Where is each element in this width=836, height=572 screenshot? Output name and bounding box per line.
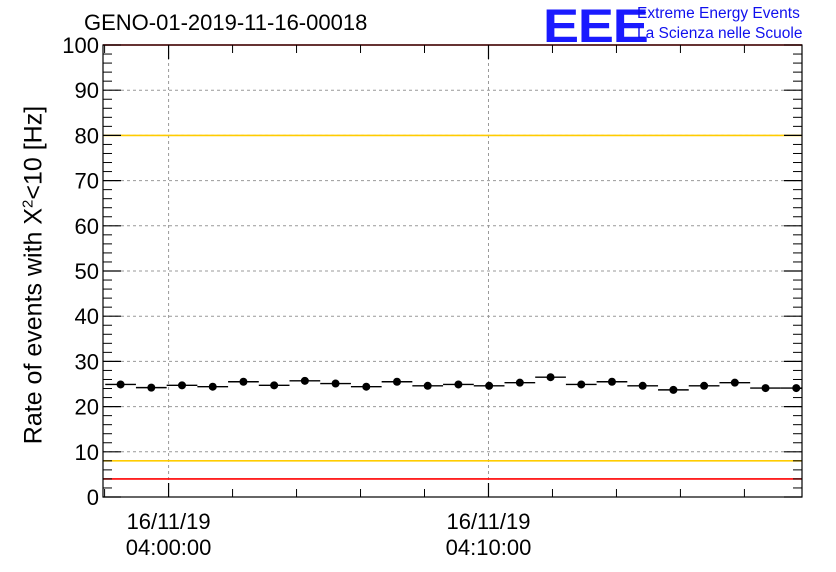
reference-lines bbox=[103, 44, 802, 480]
data-point bbox=[515, 378, 524, 387]
data-point bbox=[700, 381, 709, 390]
data-point bbox=[638, 381, 647, 390]
data-point bbox=[454, 380, 463, 389]
data-points bbox=[105, 373, 802, 394]
data-point bbox=[607, 377, 616, 386]
data-point bbox=[577, 380, 586, 389]
data-point bbox=[485, 381, 494, 390]
data-point bbox=[423, 381, 432, 390]
data-point bbox=[730, 378, 739, 387]
data-point bbox=[208, 382, 217, 391]
y-axis-label-post: <10 [Hz] bbox=[19, 105, 48, 200]
logo-text: Extreme Energy Events La Scienza nelle S… bbox=[637, 4, 802, 44]
x-tick-date: 16/11/19 bbox=[446, 509, 531, 534]
y-tick-label: 50 bbox=[75, 259, 99, 284]
plot-frame bbox=[102, 44, 803, 498]
y-tick-labels: 0 10 20 30 40 50 60 70 80 90 100 bbox=[62, 33, 99, 510]
y-tick-label: 0 bbox=[87, 485, 99, 510]
x-tick-label: 16/11/19 04:00:00 bbox=[126, 509, 212, 561]
x-tick-time: 04:00:00 bbox=[125, 535, 212, 560]
y-tick-label: 30 bbox=[75, 349, 99, 374]
logo-line-2: La Scienza nelle Scuole bbox=[637, 25, 803, 42]
data-point bbox=[270, 381, 279, 390]
y-axis-label-sup: 2 bbox=[19, 199, 37, 208]
y-tick-label: 10 bbox=[75, 440, 99, 465]
x-tick-label: 16/11/19 04:10:00 bbox=[446, 509, 532, 561]
data-point bbox=[300, 376, 309, 385]
y-tick-label: 80 bbox=[75, 123, 99, 148]
data-point bbox=[392, 377, 401, 386]
x-tick-date: 16/11/19 bbox=[126, 509, 211, 534]
y-axis-label: Rate of events with X2<10 [Hz] bbox=[19, 106, 48, 444]
y-axis-label-pre: Rate of events with X bbox=[19, 207, 48, 445]
y-tick-label: 40 bbox=[75, 304, 99, 329]
data-point bbox=[178, 381, 187, 390]
y-tick-label: 20 bbox=[75, 395, 99, 420]
data-point bbox=[761, 384, 770, 393]
data-point bbox=[116, 380, 125, 389]
data-point bbox=[239, 377, 248, 386]
data-point bbox=[147, 383, 156, 392]
data-point bbox=[331, 379, 340, 388]
logo-line-1: Extreme Energy Events bbox=[637, 5, 800, 22]
y-tick-label: 90 bbox=[75, 78, 99, 103]
eee-logo: EEE bbox=[543, 0, 649, 52]
data-point bbox=[362, 382, 371, 391]
data-point bbox=[792, 384, 801, 393]
y-tick-label: 70 bbox=[75, 169, 99, 194]
grid-lines bbox=[103, 45, 802, 497]
y-tick-label: 100 bbox=[62, 33, 99, 58]
data-point bbox=[669, 385, 678, 394]
data-point bbox=[546, 373, 555, 382]
y-tick-label: 60 bbox=[75, 214, 99, 239]
x-tick-time: 04:10:00 bbox=[445, 535, 532, 560]
chart-title: GENO-01-2019-11-16-00018 bbox=[84, 10, 368, 35]
